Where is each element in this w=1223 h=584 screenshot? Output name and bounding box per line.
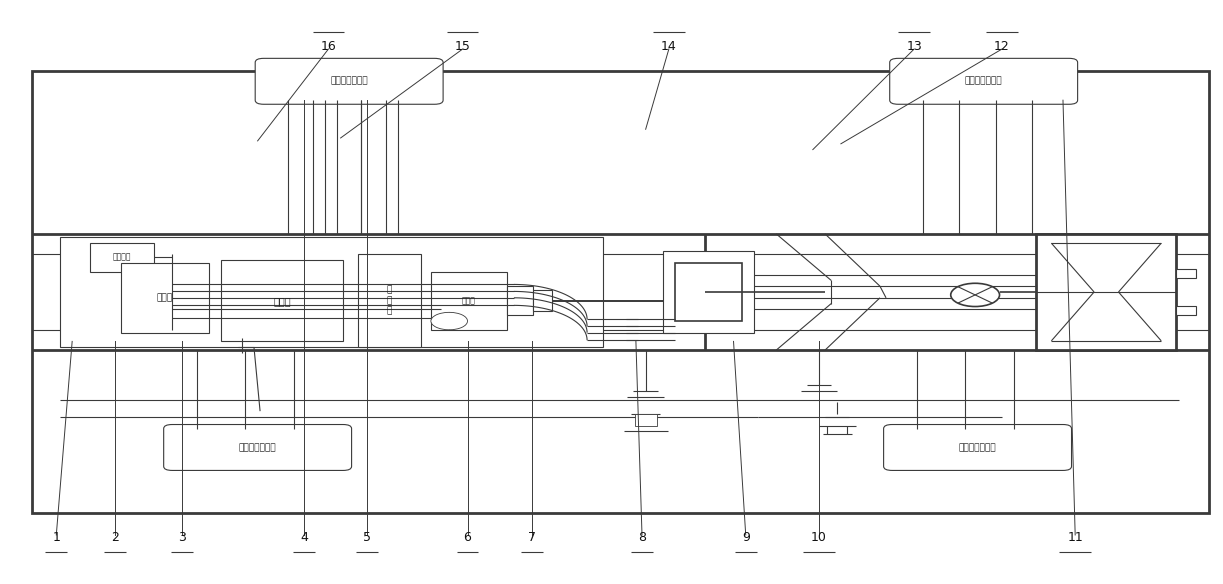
Text: 发动机: 发动机 (273, 296, 291, 305)
Text: 14: 14 (660, 40, 676, 53)
Bar (357, 254, 421, 347)
Text: 11: 11 (1068, 531, 1084, 544)
Bar (32, 71, 1210, 513)
Text: 15: 15 (455, 40, 471, 53)
Text: 8: 8 (638, 531, 646, 544)
Text: 数据器: 数据器 (157, 293, 172, 303)
Text: 9: 9 (742, 531, 750, 544)
Bar (506, 286, 533, 315)
Bar (533, 290, 552, 311)
Bar (635, 414, 657, 426)
Text: 行驻一体制动器: 行驻一体制动器 (238, 443, 276, 452)
FancyBboxPatch shape (164, 425, 351, 471)
FancyBboxPatch shape (889, 58, 1077, 105)
Bar (1177, 306, 1196, 315)
Bar (91, 242, 154, 272)
Text: 16: 16 (320, 40, 336, 53)
Text: 储液水筒: 储液水筒 (113, 253, 131, 262)
Text: 3: 3 (179, 531, 186, 544)
Text: 变速算: 变速算 (462, 296, 476, 305)
Bar (221, 260, 342, 342)
Text: 1: 1 (53, 531, 60, 544)
Text: 行驻一体制动器: 行驻一体制动器 (330, 77, 368, 86)
Circle shape (430, 312, 467, 330)
Circle shape (950, 283, 999, 307)
Bar (121, 263, 209, 333)
Text: 行驻一体制动器: 行驻一体制动器 (965, 77, 1003, 86)
Text: 5: 5 (363, 531, 372, 544)
Bar (1036, 234, 1177, 350)
Text: 6: 6 (464, 531, 471, 544)
Text: 10: 10 (811, 531, 827, 544)
Text: 离
合
器: 离 合 器 (386, 286, 393, 315)
Text: 4: 4 (300, 531, 308, 544)
Text: 13: 13 (906, 40, 922, 53)
FancyBboxPatch shape (256, 58, 443, 105)
Text: 7: 7 (528, 531, 536, 544)
Bar (663, 251, 755, 333)
Bar (675, 263, 742, 321)
Bar (60, 237, 603, 347)
Bar (1177, 269, 1196, 278)
Bar (430, 272, 506, 330)
Text: 2: 2 (111, 531, 119, 544)
Text: 12: 12 (994, 40, 1010, 53)
FancyBboxPatch shape (883, 425, 1071, 471)
Text: 行驻一体制动器: 行驻一体制动器 (959, 443, 997, 452)
